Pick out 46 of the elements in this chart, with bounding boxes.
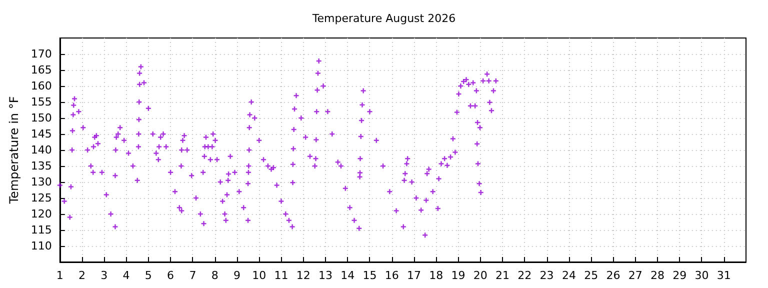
x-tick-label: 20 [473,269,488,282]
y-tick-label: 120 [30,208,52,220]
x-tick-label: 17 [407,269,422,282]
y-tick-label: 135 [30,160,52,172]
x-tick-label: 12 [296,269,310,282]
x-tick-label: 22 [518,269,532,282]
x-tick-label: 13 [318,269,332,282]
x-tick-label: 15 [362,269,377,282]
x-tick-label: 29 [672,269,687,282]
x-tick-label: 5 [144,269,152,282]
x-tick-label: 2 [78,269,86,282]
x-tick-label: 8 [211,269,218,282]
x-tick-label: 31 [716,269,731,282]
x-tick-label: 21 [496,269,510,282]
y-tick-label: 110 [30,240,52,252]
y-tick-label: 165 [30,64,52,76]
y-axis-title: Temperature in °F [7,96,21,205]
x-tick-label: 10 [252,269,266,282]
x-tick-label: 27 [628,269,642,282]
x-tick-label: 24 [562,269,576,282]
y-tick-label: 115 [30,224,52,236]
x-tick-label: 28 [650,269,664,282]
x-tick-label: 3 [100,269,108,282]
x-tick-label: 1 [56,269,64,282]
y-tick-label: 170 [30,48,52,60]
x-tick-label: 30 [694,269,709,282]
y-tick-label: 130 [30,176,52,188]
x-tick-label: 11 [274,269,288,282]
x-tick-label: 7 [189,269,196,282]
x-tick-label: 6 [167,269,174,282]
x-tick-label: 18 [429,269,444,282]
x-tick-label: 19 [451,269,466,282]
x-tick-label: 14 [340,269,355,282]
x-tick-label: 9 [233,269,240,282]
x-tick-label: 26 [606,269,620,282]
x-tick-label: 23 [540,269,554,282]
y-tick-label: 125 [30,192,52,204]
y-tick-label: 160 [30,80,52,92]
y-tick-label: 155 [30,96,52,108]
chart-title: Temperature August 2026 [311,12,456,25]
y-tick-label: 140 [30,144,52,156]
x-tick-label: 16 [384,269,399,282]
y-tick-label: 150 [30,112,52,124]
x-tick-label: 4 [122,269,130,282]
y-tick-label: 145 [30,128,52,140]
x-tick-label: 25 [584,269,598,282]
